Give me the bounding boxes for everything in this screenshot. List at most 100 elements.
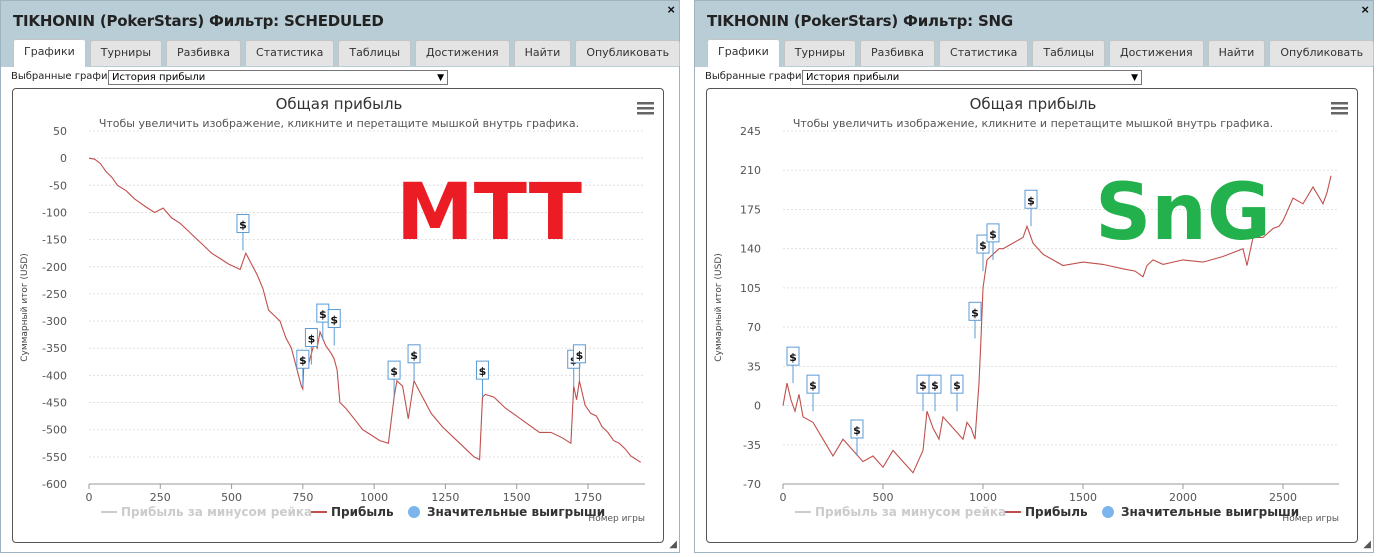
x-tick-label: 1000	[360, 491, 388, 504]
window-scheduled: TIKHONIN (PokerStars) Фильтр: SCHEDULED …	[0, 0, 681, 553]
tab-achievements[interactable]: Достижения	[1109, 40, 1204, 66]
resize-handle-icon[interactable]: ◢	[1363, 539, 1371, 550]
close-icon[interactable]: ×	[1361, 2, 1369, 17]
y-tick-label: -400	[42, 369, 67, 382]
window-titlebar: TIKHONIN (PokerStars) Фильтр: SCHEDULED …	[1, 1, 681, 83]
chart-panel: Общая прибыль Чтобы увеличить изображение…	[706, 88, 1358, 543]
tab-find[interactable]: Найти	[1207, 40, 1266, 66]
big-win-marker-flag	[786, 346, 800, 366]
y-tick-label: -150	[42, 234, 67, 247]
y-tick-label: 0	[754, 400, 761, 413]
y-tick-label: -70	[743, 478, 761, 491]
tab-charts[interactable]: Графики	[707, 39, 780, 67]
y-tick-label: 210	[740, 164, 761, 177]
big-win-marker-label: $	[853, 424, 861, 437]
profit-chart[interactable]: Общая прибыль Чтобы увеличить изображение…	[707, 89, 1357, 542]
big-win-marker-label: $	[931, 379, 939, 392]
y-tick-label: 105	[740, 282, 761, 295]
x-axis-label: Номер игры	[1282, 514, 1339, 524]
legend-bigwins-swatch	[408, 506, 420, 518]
big-win-marker-flag	[928, 374, 942, 394]
tab-bar: Графики Турниры Разбивка Статистика Табл…	[13, 39, 684, 83]
big-win-marker-label: $	[308, 333, 316, 346]
legend-bigwins-label: Значительные выигрыши	[1121, 505, 1299, 519]
chevron-down-icon: ▼	[437, 73, 444, 83]
y-tick-label: 70	[747, 321, 761, 334]
big-win-marker-label: $	[299, 354, 307, 367]
window-title: TIKHONIN (PokerStars) Фильтр: SCHEDULED	[13, 12, 384, 30]
x-tick-label: 500	[873, 491, 894, 504]
big-win-marker-flag	[387, 360, 401, 380]
y-tick-label: -35	[743, 439, 761, 452]
big-win-marker-label: $	[330, 314, 338, 327]
big-win-marker-label: $	[479, 365, 487, 378]
y-tick-label: -550	[42, 451, 67, 464]
big-win-marker-flag	[968, 301, 982, 321]
tab-statistics[interactable]: Статистика	[245, 40, 335, 66]
big-win-marker-flag	[1024, 189, 1038, 209]
y-tick-label: 140	[740, 243, 761, 256]
chart-select[interactable]: История прибыли ▼	[802, 70, 1142, 85]
menu-icon[interactable]	[1331, 102, 1348, 115]
tab-statistics[interactable]: Статистика	[939, 40, 1029, 66]
big-win-marker-flag	[850, 419, 864, 439]
x-tick-label: 1750	[574, 491, 602, 504]
big-win-marker-label: $	[971, 306, 979, 319]
big-win-marker-label: $	[789, 351, 797, 364]
big-win-marker-label: $	[989, 228, 997, 241]
big-win-marker-label: $	[390, 365, 398, 378]
profit-chart[interactable]: Общая прибыль Чтобы увеличить изображение…	[13, 89, 663, 542]
x-tick-label: 500	[221, 491, 242, 504]
close-icon[interactable]: ×	[667, 2, 675, 17]
tab-breakdown[interactable]: Разбивка	[860, 40, 936, 66]
profit-series-line	[88, 157, 641, 463]
big-win-marker-flag	[986, 223, 1000, 243]
x-tick-label: 250	[150, 491, 171, 504]
big-win-marker-flag	[475, 360, 489, 380]
tab-achievements[interactable]: Достижения	[415, 40, 510, 66]
x-tick-label: 750	[292, 491, 313, 504]
y-tick-label: 245	[740, 125, 761, 138]
tab-find[interactable]: Найти	[513, 40, 572, 66]
chart-title: Общая прибыль	[970, 95, 1097, 113]
tab-charts[interactable]: Графики	[13, 39, 86, 67]
tab-breakdown[interactable]: Разбивка	[166, 40, 242, 66]
legend-rake-label: Прибыль за минусом рейка	[121, 505, 312, 519]
tab-publish[interactable]: Опубликовать	[575, 40, 681, 66]
x-tick-label: 1500	[1069, 491, 1097, 504]
tab-bar: Графики Турниры Разбивка Статистика Табл…	[707, 39, 1378, 83]
tab-tournaments[interactable]: Турниры	[783, 40, 857, 66]
legend-rake-label: Прибыль за минусом рейка	[815, 505, 1006, 519]
profit-series-line	[782, 175, 1332, 474]
x-tick-label: 1500	[503, 491, 531, 504]
y-axis-label: Суммарный итог (USD)	[20, 253, 30, 362]
big-win-marker-label: $	[239, 218, 247, 231]
menu-icon[interactable]	[637, 102, 654, 115]
x-tick-label: 1000	[969, 491, 997, 504]
y-tick-label: 0	[60, 152, 67, 165]
x-tick-label: 2000	[1169, 491, 1197, 504]
tab-publish[interactable]: Опубликовать	[1269, 40, 1375, 66]
big-win-marker-label: $	[576, 349, 584, 362]
big-win-marker-flag	[327, 309, 341, 329]
big-win-marker-label: $	[979, 239, 987, 252]
chart-select[interactable]: История прибыли ▼	[108, 70, 448, 85]
resize-handle-icon[interactable]: ◢	[669, 539, 677, 550]
legend-bigwins-label: Значительные выигрыши	[427, 505, 605, 519]
big-win-marker-label: $	[953, 379, 961, 392]
legend-profit-label: Прибыль	[1025, 505, 1088, 519]
chart-title: Общая прибыль	[276, 95, 403, 113]
x-tick-label: 1250	[431, 491, 459, 504]
tab-tournaments[interactable]: Турниры	[89, 40, 163, 66]
overlay-label: SnG	[1095, 168, 1271, 258]
chart-select-value: История прибыли	[806, 72, 900, 83]
big-win-marker-label: $	[919, 379, 927, 392]
tab-leaderboards[interactable]: Таблицы лидеров	[338, 40, 412, 83]
y-tick-label: -50	[49, 179, 67, 192]
chart-panel: Общая прибыль Чтобы увеличить изображение…	[12, 88, 664, 543]
big-win-marker-flag	[304, 328, 318, 348]
x-tick-label: 2500	[1269, 491, 1297, 504]
chart-select-value: История прибыли	[112, 72, 206, 83]
chevron-down-icon: ▼	[1131, 73, 1138, 83]
tab-leaderboards[interactable]: Таблицы лидеров	[1032, 40, 1106, 83]
